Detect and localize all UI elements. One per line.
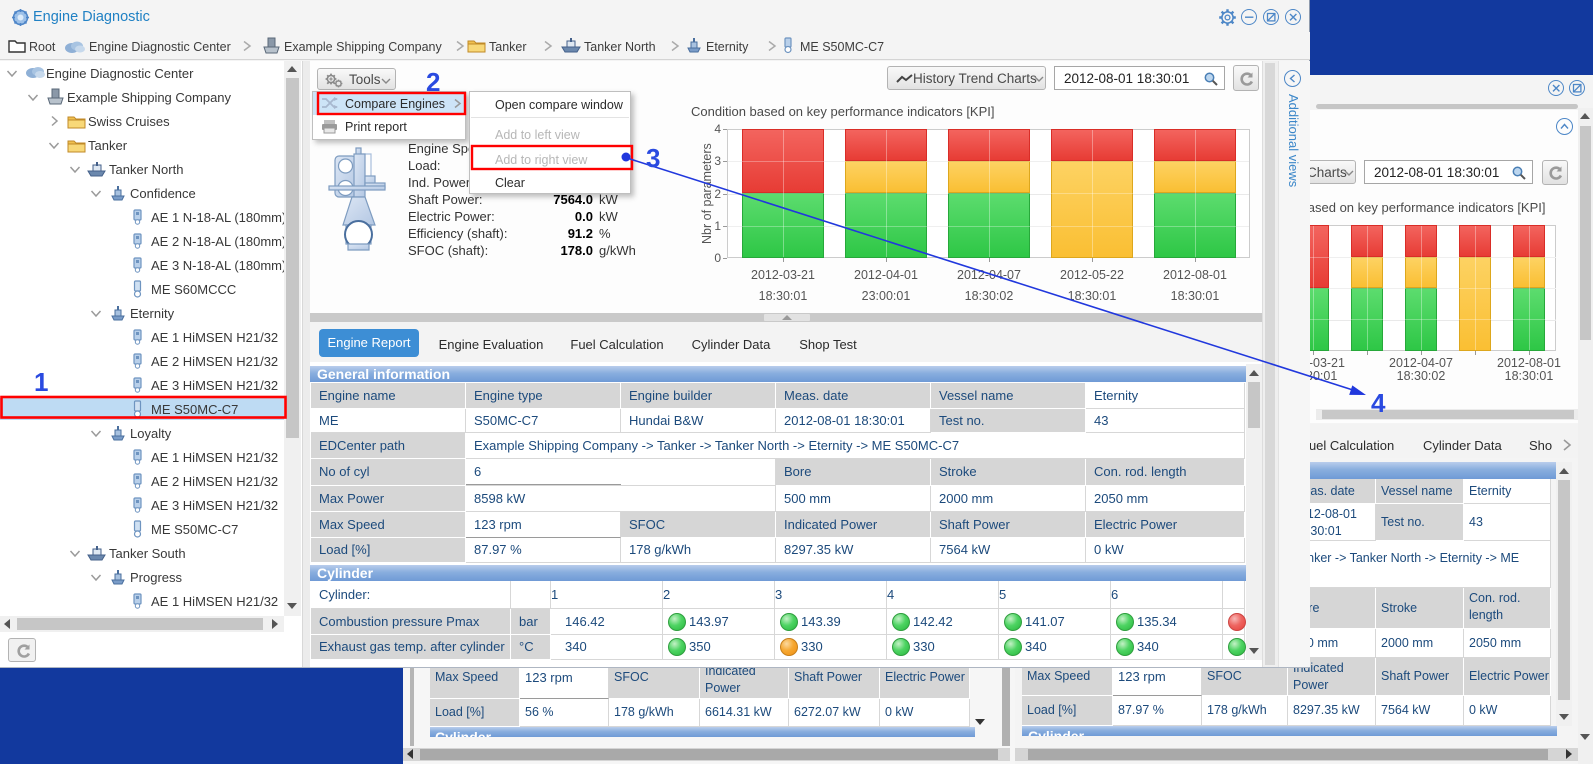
svg-text:2: 2 <box>426 67 440 97</box>
svg-text:1: 1 <box>34 367 48 397</box>
svg-text:4: 4 <box>1371 388 1386 418</box>
svg-text:3: 3 <box>646 143 660 173</box>
